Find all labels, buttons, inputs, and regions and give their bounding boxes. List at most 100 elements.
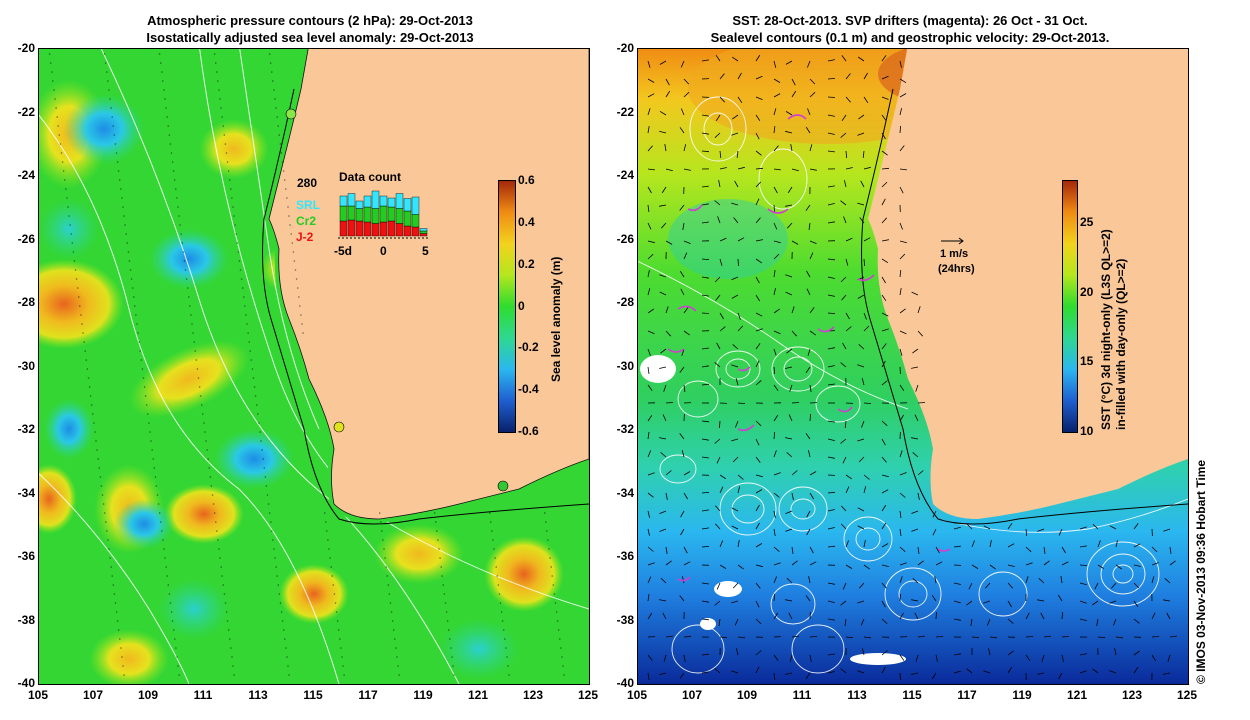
velocity-arrow bbox=[785, 111, 793, 116]
velocity-arrow bbox=[915, 384, 919, 392]
velocity-arrow bbox=[755, 198, 760, 206]
track-dot bbox=[392, 629, 395, 631]
data-count-histogram bbox=[338, 190, 428, 239]
velocity-arrow bbox=[773, 126, 776, 134]
track-dot bbox=[163, 89, 165, 91]
track-dot bbox=[445, 611, 448, 613]
velocity-arrow bbox=[966, 523, 973, 530]
velocity-arrow bbox=[665, 470, 672, 476]
velocity-arrow bbox=[679, 366, 685, 373]
velocity-arrow bbox=[863, 636, 871, 639]
velocity-arrow bbox=[1163, 672, 1171, 675]
velocity-arrow bbox=[679, 672, 685, 679]
pressure-contours bbox=[39, 49, 589, 684]
velocity-arrow bbox=[732, 114, 739, 120]
track-dot bbox=[230, 188, 232, 190]
velocity-arrow bbox=[791, 635, 799, 638]
velocity-arrow bbox=[881, 420, 888, 426]
velocity-arrow bbox=[786, 577, 793, 584]
shelf-contour bbox=[262, 88, 589, 525]
velocity-arrow bbox=[827, 653, 835, 656]
velocity-arrow bbox=[857, 600, 865, 604]
velocity-arrow bbox=[881, 489, 889, 494]
velocity-arrow bbox=[863, 237, 871, 242]
track-dot bbox=[263, 467, 266, 469]
left-lat-tick: -22 bbox=[17, 104, 35, 119]
velocity-arrow bbox=[647, 222, 652, 230]
velocity-arrow bbox=[647, 672, 650, 680]
velocity-arrow bbox=[665, 492, 668, 500]
track-dot bbox=[183, 260, 186, 262]
velocity-arrow bbox=[1151, 636, 1160, 638]
velocity-arrow bbox=[773, 308, 780, 314]
track-dot bbox=[158, 512, 161, 514]
velocity-arrow bbox=[755, 360, 760, 368]
track-dot bbox=[194, 350, 196, 352]
velocity-arrow bbox=[911, 366, 919, 369]
track-dot bbox=[193, 341, 195, 343]
velocity-arrow bbox=[1115, 636, 1124, 639]
velocity-arrow bbox=[716, 582, 721, 590]
velocity-arrow bbox=[840, 362, 847, 368]
track-dot bbox=[281, 620, 284, 622]
track-dot bbox=[122, 665, 124, 667]
track-dot bbox=[99, 476, 102, 478]
velocity-arrow bbox=[755, 420, 762, 427]
track-dot bbox=[49, 62, 52, 64]
velocity-arrow bbox=[659, 291, 667, 296]
velocity-arrow bbox=[863, 166, 871, 170]
velocity-arrow bbox=[1169, 560, 1176, 566]
track-dot bbox=[264, 476, 267, 478]
velocity-arrow bbox=[934, 576, 937, 584]
track-dot bbox=[220, 107, 222, 109]
velocity-arrow bbox=[881, 75, 889, 80]
velocity-arrow bbox=[647, 594, 650, 602]
velocity-arrow bbox=[1007, 618, 1014, 624]
velocity-arrow bbox=[1097, 564, 1105, 570]
track-dot bbox=[493, 548, 495, 550]
velocity-arrow bbox=[683, 307, 689, 314]
velocity-arrow bbox=[807, 108, 811, 116]
track-dot bbox=[219, 98, 221, 100]
tide-gauge-marker bbox=[333, 421, 345, 433]
track-dot bbox=[140, 359, 143, 361]
track-dot bbox=[90, 404, 93, 406]
velocity-arrow bbox=[647, 450, 652, 458]
velocity-arrow bbox=[809, 636, 818, 638]
track-dot bbox=[382, 539, 384, 541]
velocity-arrow bbox=[701, 347, 709, 350]
track-dot bbox=[261, 449, 263, 451]
velocity-arrow bbox=[755, 276, 760, 284]
track-dot bbox=[102, 503, 105, 505]
velocity-arrow bbox=[989, 636, 998, 639]
track-dot bbox=[452, 665, 454, 667]
track-dot bbox=[439, 557, 441, 559]
track-dot bbox=[222, 125, 224, 127]
velocity-arrow bbox=[701, 492, 710, 494]
track-dot bbox=[205, 440, 207, 442]
velocity-arrow bbox=[840, 600, 847, 606]
left-lon-tick: 121 bbox=[467, 688, 489, 702]
shelf-contour bbox=[861, 88, 1188, 525]
velocity-arrow bbox=[827, 294, 835, 297]
velocity-arrow bbox=[787, 186, 793, 194]
track-dot bbox=[115, 611, 118, 613]
velocity-arrow bbox=[899, 330, 907, 335]
velocity-arrow bbox=[1109, 525, 1117, 530]
track-dot bbox=[302, 332, 304, 334]
velocity-arrow bbox=[737, 636, 745, 639]
track-dot bbox=[66, 197, 68, 199]
track-dot bbox=[506, 656, 508, 658]
track-dot bbox=[53, 89, 55, 91]
left-lon-tick: 117 bbox=[358, 688, 378, 702]
track-dot bbox=[161, 71, 163, 73]
track-dot bbox=[63, 179, 66, 181]
velocity-arrow bbox=[701, 527, 709, 530]
track-dot bbox=[142, 377, 145, 379]
track-dot bbox=[276, 116, 278, 118]
track-dot bbox=[96, 449, 98, 451]
velocity-arrow bbox=[861, 420, 865, 428]
velocity-arrow bbox=[737, 312, 741, 320]
track-dot bbox=[164, 557, 166, 559]
colorbar-tick: 0.2 bbox=[518, 256, 535, 271]
